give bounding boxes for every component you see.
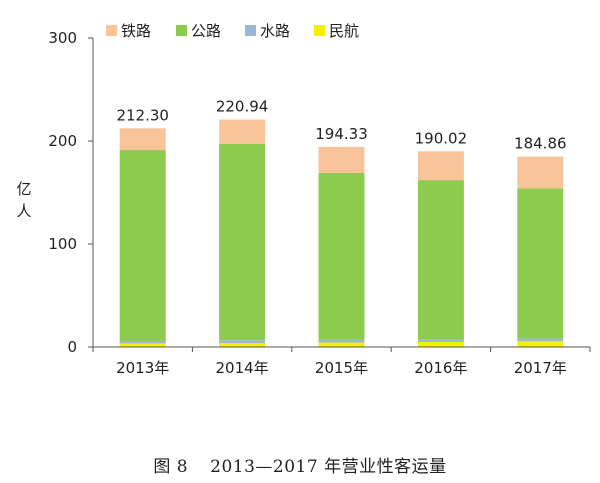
bar-segment — [318, 172, 365, 340]
figure-caption: 图 8 2013—2017 年营业性客运量 — [0, 452, 600, 477]
x-axis: 2013年 2014年 2015年 2016年 2017年 — [92, 346, 591, 377]
total-label: 220.94 — [216, 97, 269, 115]
bar-segment — [417, 339, 464, 342]
bar-segment — [119, 128, 166, 151]
bar-segment — [517, 338, 564, 342]
bar-segment — [417, 180, 464, 340]
legend-label: 铁路 — [121, 22, 151, 40]
legend-label: 公路 — [191, 22, 221, 40]
bar-segment — [219, 143, 266, 341]
bar-segment — [417, 341, 464, 347]
legend-label: 水路 — [260, 22, 290, 40]
total-label: 190.02 — [415, 129, 468, 147]
bar-segment — [318, 342, 365, 347]
bar-segment — [517, 341, 564, 347]
legend-swatch — [245, 25, 256, 36]
y-tick-label: 0 — [67, 338, 77, 356]
bars — [119, 119, 564, 347]
y-tick-label: 300 — [48, 29, 77, 47]
legend-swatch — [106, 25, 117, 36]
bar-segment — [119, 150, 166, 341]
data-labels: 212.30 220.94 194.33 190.02 184.86 — [116, 97, 566, 152]
figure-title: 2013—2017 年营业性客运量 — [210, 457, 447, 477]
y-axis-label: 亿人 — [16, 180, 31, 220]
legend-swatch — [176, 25, 187, 36]
bar-segment — [318, 339, 365, 343]
y-tick-label: 200 — [48, 132, 77, 150]
x-tick-label: 2013年 — [116, 359, 169, 377]
total-label: 212.30 — [116, 106, 169, 124]
y-axis: 0 100 200 300 — [48, 29, 94, 356]
bar-segment — [119, 343, 166, 347]
x-tick-label: 2014年 — [216, 359, 269, 377]
total-label: 194.33 — [315, 125, 368, 143]
bar-segment — [318, 146, 365, 173]
legend: 铁路 公路 水路 民航 — [106, 22, 359, 40]
legend-swatch — [314, 25, 325, 36]
legend-label: 民航 — [329, 22, 359, 40]
x-tick-label: 2015年 — [315, 359, 368, 377]
bar-segment — [517, 156, 564, 189]
bar-segment — [219, 340, 266, 343]
bar-segment — [219, 119, 266, 144]
y-tick-label: 100 — [48, 235, 77, 253]
bar-segment — [119, 340, 166, 344]
bar-segment — [517, 188, 564, 339]
total-label: 184.86 — [514, 135, 567, 153]
x-tick-label: 2017年 — [514, 359, 567, 377]
bar-segment — [417, 151, 464, 181]
figure-number: 图 8 — [153, 457, 189, 477]
x-tick-label: 2016年 — [414, 359, 467, 377]
bar-segment — [219, 342, 266, 347]
